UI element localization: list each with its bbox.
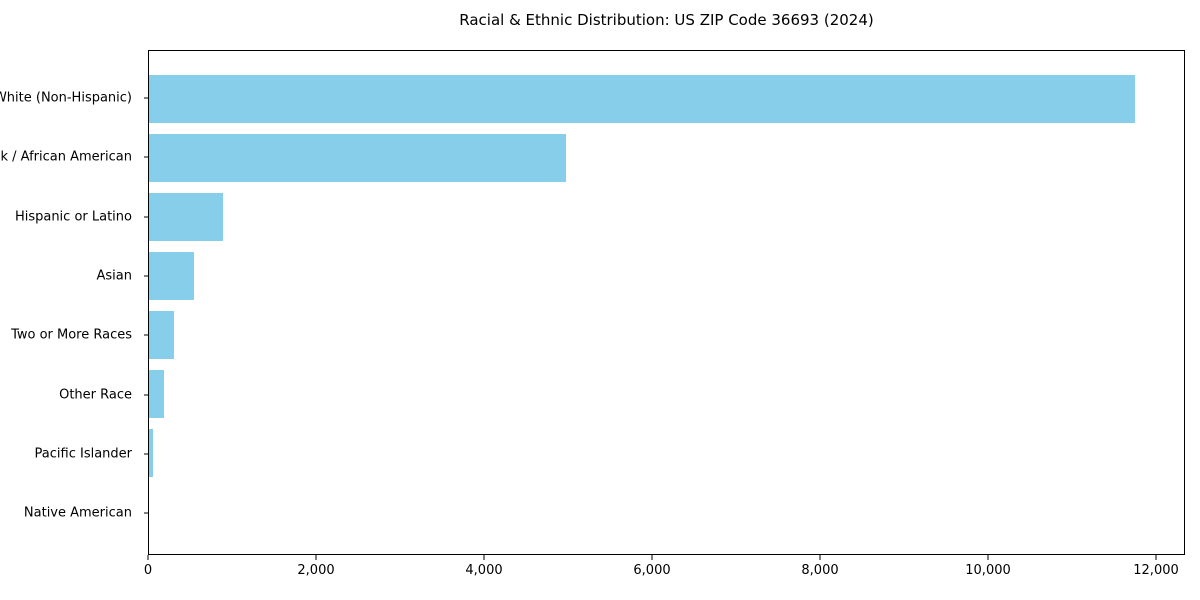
y-tick-label-pacific-islander: Pacific Islander — [34, 446, 132, 462]
y-tick-mark — [144, 394, 148, 396]
x-tick-label-8-000: 8,000 — [801, 563, 839, 578]
y-tick-mark — [144, 512, 148, 514]
y-tick-mark — [144, 275, 148, 277]
plot-area — [148, 50, 1185, 555]
y-tick-label-asian: Asian — [96, 268, 132, 284]
bar-hispanic-or-latino — [149, 192, 223, 241]
x-tick-label-6-000: 6,000 — [633, 563, 671, 578]
bar-asian — [149, 252, 194, 301]
bar-pacific-islander — [149, 429, 153, 478]
y-tick-mark — [144, 156, 148, 158]
y-axis-tick-marks — [144, 50, 148, 555]
x-axis: 0 2,000 4,000 6,000 8,000 10,000 12,000 — [144, 555, 1185, 595]
chart-title: Racial & Ethnic Distribution: US ZIP Cod… — [459, 11, 874, 29]
y-tick-label-hispanic-or-latino: Hispanic or Latino — [14, 209, 132, 225]
x-tick-mark — [483, 555, 485, 560]
y-tick-label-other-race: Other Race — [59, 387, 132, 403]
y-tick-mark — [144, 453, 148, 455]
y-tick-label-native-american: Native American — [23, 505, 132, 521]
x-tick-mark — [987, 555, 989, 560]
x-tick-mark — [819, 555, 821, 560]
x-tick-label-10-000: 10,000 — [965, 563, 1011, 578]
y-tick-mark — [144, 97, 148, 99]
y-tick-label-two-or-more-races: Two or More Races — [11, 327, 132, 343]
x-tick-mark — [315, 555, 317, 560]
y-tick-label-black-african-american: Black / African American — [0, 149, 132, 165]
x-tick-label-12-000: 12,000 — [1133, 563, 1179, 578]
x-tick-mark — [651, 555, 653, 560]
x-tick-label-4-000: 4,000 — [465, 563, 503, 578]
y-tick-mark — [144, 216, 148, 218]
bar-two-or-more-races — [149, 311, 175, 360]
x-tick-mark — [147, 555, 149, 560]
x-tick-mark — [1155, 555, 1157, 560]
x-tick-label-2-000: 2,000 — [297, 563, 335, 578]
y-tick-label-white-non-hispanic: White (Non-Hispanic) — [0, 90, 132, 106]
bar-white-non-hispanic — [149, 74, 1135, 123]
bar-black-african-american — [149, 133, 567, 182]
y-axis-labels: White (Non-Hispanic) Black / African Amer… — [0, 50, 140, 555]
bar-other-race — [149, 370, 165, 419]
x-tick-label-0: 0 — [143, 563, 153, 578]
y-tick-mark — [144, 334, 148, 336]
